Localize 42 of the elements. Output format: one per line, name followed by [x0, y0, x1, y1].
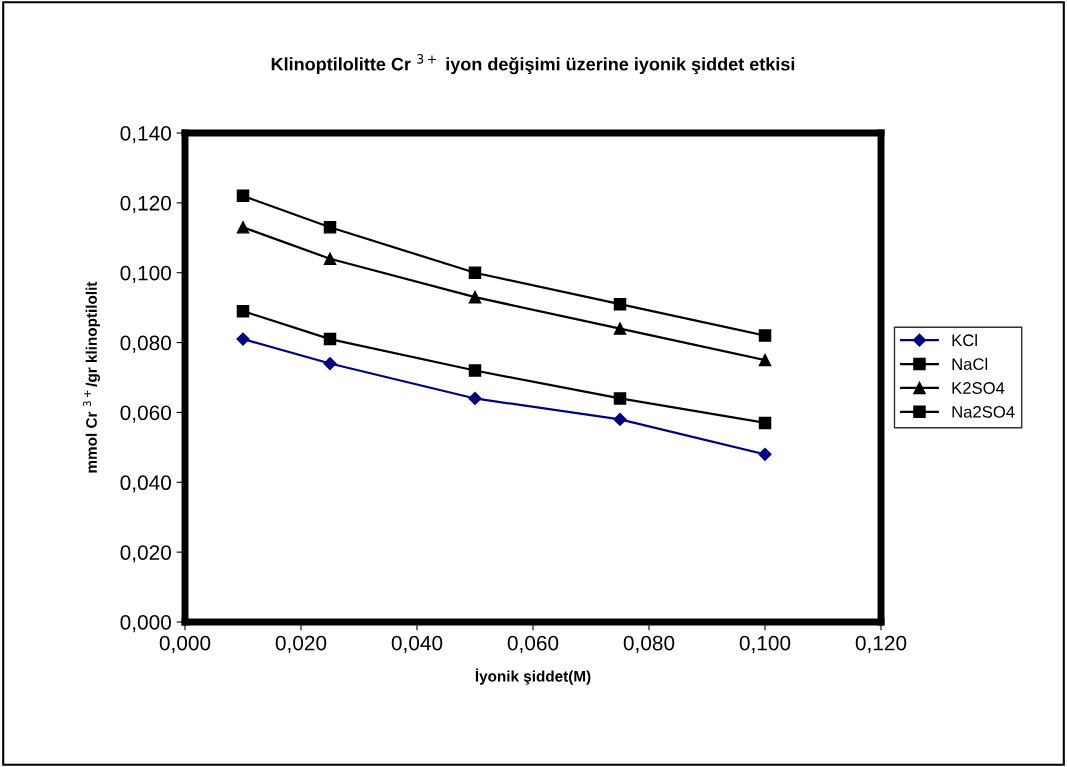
point [323, 252, 337, 265]
point [236, 332, 250, 346]
point [613, 297, 627, 311]
y-tick-label: 0,120 [120, 195, 171, 214]
point [236, 221, 250, 234]
point [323, 356, 337, 371]
y-axis-title: mmol Cr $^{3+}$/gr klinoptilolit [82, 281, 100, 473]
y-tick-label: 0,020 [120, 545, 171, 563]
x-tick-label: 0,040 [391, 635, 443, 653]
legend-label: K2SO4 [952, 382, 1005, 394]
point [468, 364, 482, 377]
point [758, 329, 772, 342]
x-tick-label: 0,100 [739, 635, 791, 653]
point [468, 290, 482, 304]
point [323, 332, 337, 346]
point [468, 266, 482, 279]
point [613, 392, 627, 405]
x-tick-label: 0,000 [159, 635, 211, 653]
point [323, 221, 337, 234]
point [236, 304, 250, 318]
legend-label: KCl [952, 333, 977, 347]
y-tick-label: 0,080 [120, 335, 171, 353]
point [758, 447, 772, 461]
x-tick-label: 0,120 [855, 635, 907, 653]
point [468, 391, 482, 406]
legend-label: Na2SO4 [952, 405, 1015, 418]
point [613, 412, 627, 427]
point [758, 353, 772, 367]
y-tick-label: 0,140 [120, 126, 171, 144]
y-tick-label: 0,100 [120, 265, 171, 283]
legend-label: NaCl [952, 357, 988, 371]
x-tick-label: 0,060 [507, 635, 559, 653]
x-tick-label: 0,020 [275, 635, 327, 653]
point [758, 416, 772, 430]
y-tick-label: 0,040 [120, 475, 171, 493]
chart-title: Klinoptilolitte Cr $^{3+}$ iyon değişimi üzerine iyonik şiddet etkisi [271, 54, 795, 75]
point [613, 322, 627, 335]
y-tick-label: 0,000 [120, 615, 171, 633]
x-axis-title: İyonik şiddet(M) [475, 668, 591, 685]
point [236, 189, 250, 203]
y-tick-label: 0,060 [120, 405, 171, 423]
x-tick-label: 0,080 [623, 635, 675, 653]
